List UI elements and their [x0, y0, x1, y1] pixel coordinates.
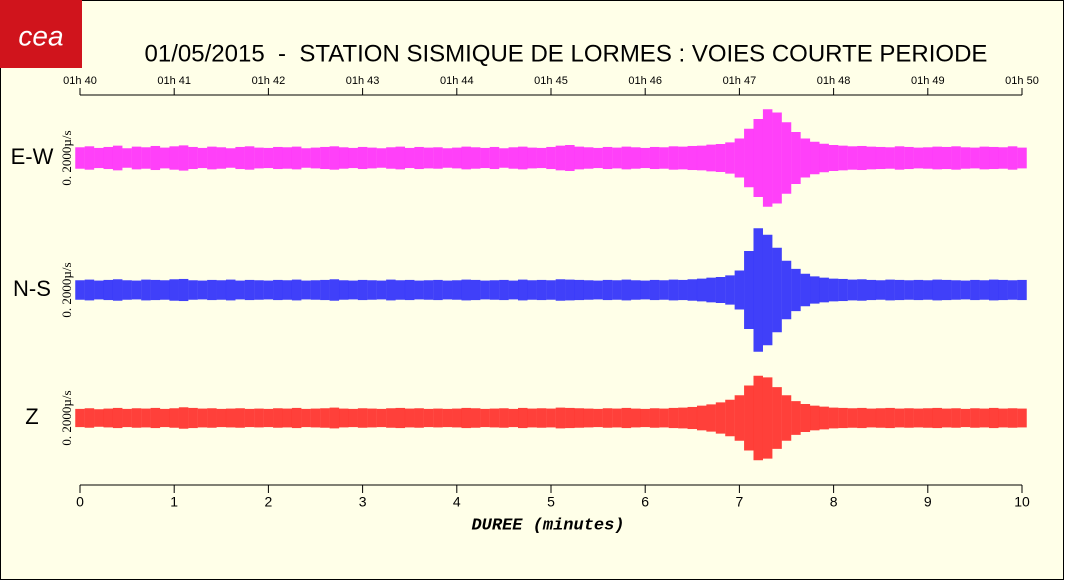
trace-label: E-W [11, 144, 54, 169]
x-tick-label: 8 [830, 494, 838, 510]
chart-title: 01/05/2015 - STATION SISMIQUE DE LORMES … [145, 40, 988, 67]
top-tick-label: 01h 43 [346, 75, 380, 87]
top-tick-label: 01h 45 [534, 75, 568, 87]
logo: cea [18, 20, 63, 51]
top-tick-label: 01h 46 [628, 75, 662, 87]
x-tick-label: 5 [547, 494, 555, 510]
x-tick-label: 0 [76, 494, 84, 510]
logo-box [0, 0, 82, 68]
x-tick-label: 2 [265, 494, 273, 510]
x-tick-label: 9 [924, 494, 932, 510]
top-tick-label: 01h 40 [63, 75, 97, 87]
top-tick-label: 01h 50 [1005, 75, 1039, 87]
x-axis-label: DUREE (minutes) [471, 516, 624, 535]
trace-label: N-S [13, 276, 51, 301]
top-tick-label: 01h 47 [723, 75, 757, 87]
x-tick-label: 1 [170, 494, 178, 510]
trace-label: Z [25, 404, 38, 429]
x-tick-label: 10 [1014, 494, 1030, 510]
top-tick-label: 01h 49 [911, 75, 945, 87]
x-tick-label: 6 [641, 494, 649, 510]
scale-label: 0. 2000µ/s [59, 130, 74, 185]
scale-label: 0. 2000µ/s [59, 390, 74, 445]
x-tick-label: 3 [359, 494, 367, 510]
top-tick-label: 01h 41 [157, 75, 191, 87]
top-tick-label: 01h 42 [252, 75, 286, 87]
x-tick-label: 4 [453, 494, 461, 510]
top-tick-label: 01h 48 [817, 75, 851, 87]
x-tick-label: 7 [736, 494, 744, 510]
scale-label: 0. 2000µ/s [59, 262, 74, 317]
top-tick-label: 01h 44 [440, 75, 474, 87]
